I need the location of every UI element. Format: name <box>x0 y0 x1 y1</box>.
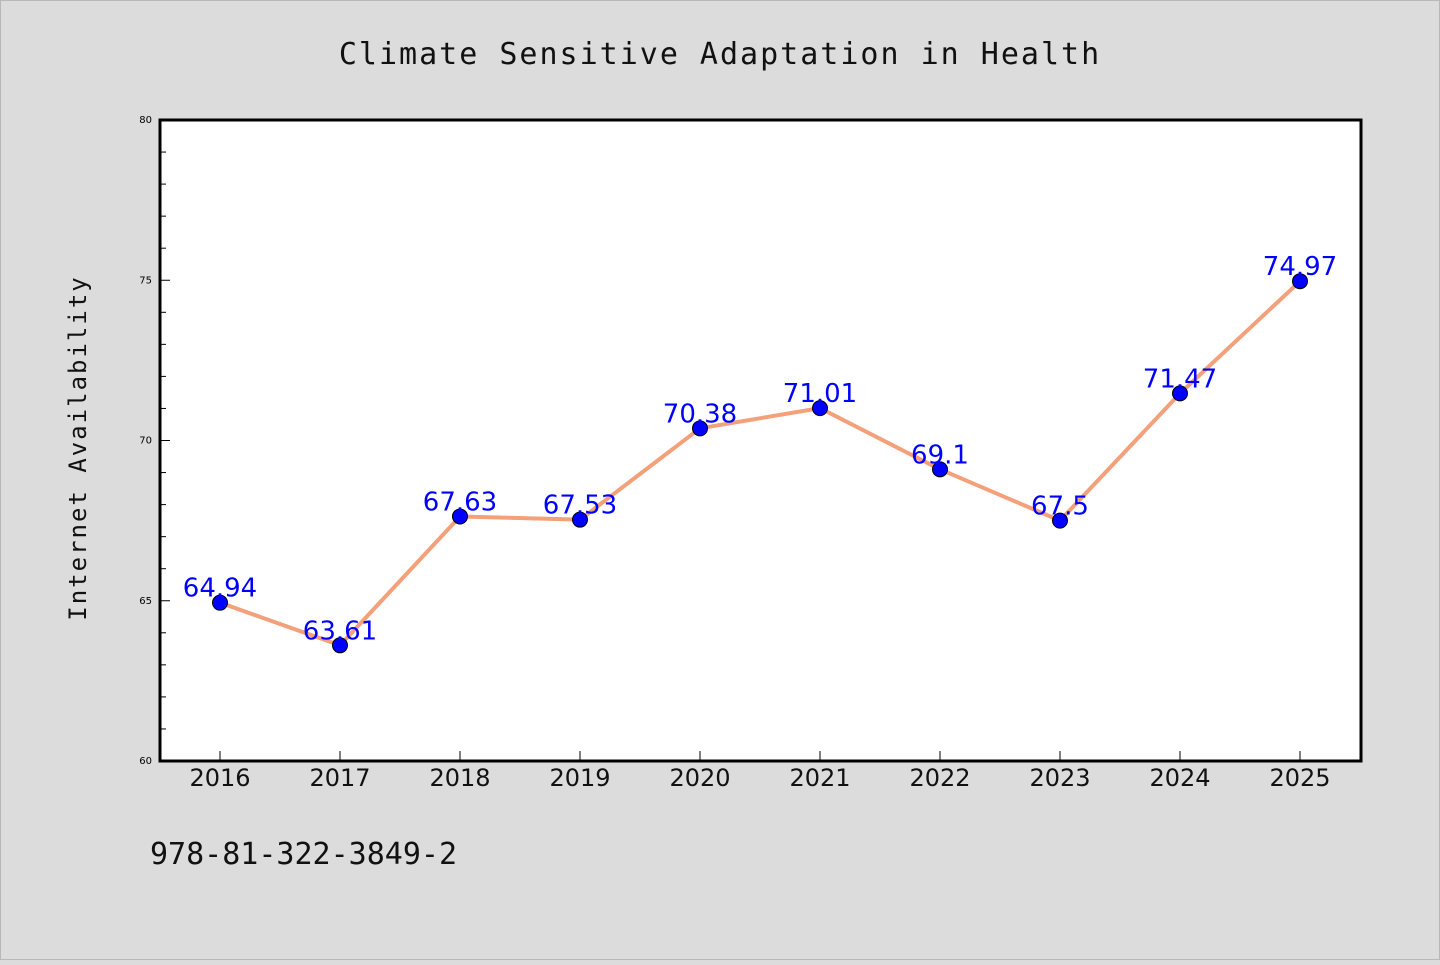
chart-title: Climate Sensitive Adaptation in Health <box>339 37 1101 72</box>
x-tick-label-2018: 2018 <box>429 764 490 792</box>
data-point-2024 <box>1172 385 1188 402</box>
plot-frame <box>158 118 1363 763</box>
x-tick-label-2025: 2025 <box>1269 764 1330 792</box>
data-label-2021: 71.01 <box>783 379 857 409</box>
x-tick-label-2023: 2023 <box>1029 764 1090 792</box>
data-point-2025 <box>1292 273 1308 290</box>
series-line <box>218 279 1302 648</box>
data-point-2023 <box>1052 512 1068 529</box>
data-label-2023: 67.5 <box>1031 492 1089 522</box>
y-tick-label-70: 70 <box>139 436 152 447</box>
y-tick-label-80: 80 <box>139 115 152 126</box>
data-label-2024: 71.47 <box>1143 364 1217 394</box>
x-tick-label-2019: 2019 <box>549 764 610 792</box>
y-tick-label-65: 65 <box>139 596 152 607</box>
x-tick-label-2017: 2017 <box>309 764 370 792</box>
data-point-2021 <box>812 400 828 417</box>
series-1: 64.94 63.61 67.63 67.53 70.38 71.01 69.1 67.5 71… <box>183 252 1337 654</box>
y-axis-label: Internet Availability <box>64 275 92 620</box>
plot-area <box>160 120 1361 761</box>
data-label-2022: 69.1 <box>911 440 969 470</box>
data-point-2019 <box>572 511 588 528</box>
data-label-2020: 70.38 <box>663 399 737 429</box>
data-label-2018: 67.63 <box>423 487 497 517</box>
x-tick-label-2020: 2020 <box>669 764 730 792</box>
data-label-2025: 74.97 <box>1263 252 1337 282</box>
y-tick-label-60: 60 <box>139 756 152 767</box>
x-tick-label-2021: 2021 <box>789 764 850 792</box>
y-tick-label-75: 75 <box>139 275 152 286</box>
data-label-2017: 63.61 <box>303 616 377 646</box>
x-tick-label-2022: 2022 <box>909 764 970 792</box>
axes: 60 65 70 75 80 2016 2017 2018 2019 2020 2021 2022 20… <box>139 115 1330 792</box>
data-point-2017 <box>332 637 348 654</box>
footer-isbn: 978-81-322-3849-2 <box>150 837 457 872</box>
data-label-2016: 64.94 <box>183 574 257 604</box>
data-point-2020 <box>692 420 708 437</box>
x-tick-label-2024: 2024 <box>1149 764 1210 792</box>
data-point-2018 <box>452 508 468 525</box>
x-tick-label-2016: 2016 <box>189 764 250 792</box>
data-point-2016 <box>212 594 228 611</box>
data-label-2019: 67.53 <box>543 491 617 521</box>
data-point-2022 <box>932 461 948 478</box>
